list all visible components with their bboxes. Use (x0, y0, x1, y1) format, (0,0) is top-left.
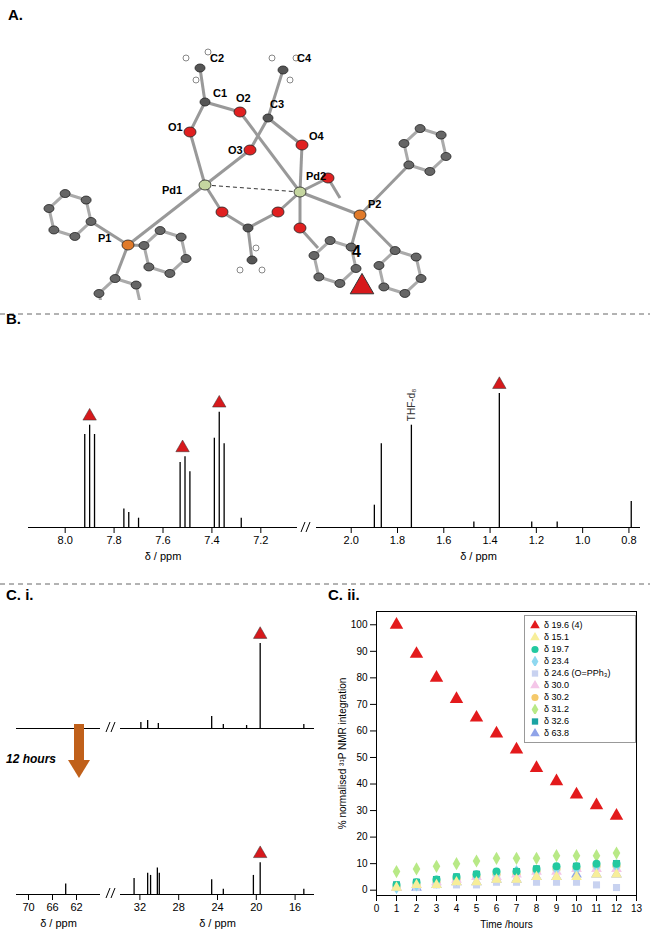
svg-text:7: 7 (514, 903, 520, 914)
svg-text:70: 70 (22, 901, 34, 913)
svg-text:4: 4 (454, 903, 460, 914)
svg-text:P2: P2 (368, 198, 381, 210)
svg-text:20: 20 (250, 901, 262, 913)
svg-text:O4: O4 (309, 130, 325, 142)
svg-text:δ / ppm: δ / ppm (199, 917, 236, 929)
html-text:δ 30.0: δ 30.0 (544, 680, 569, 690)
html-text:δ 15.1: δ 15.1 (544, 632, 569, 642)
html-text:C. ii.: C. ii. (328, 586, 360, 603)
html-text:δ 32.6: δ 32.6 (544, 716, 569, 726)
svg-text:P1: P1 (98, 232, 111, 244)
svg-text:5: 5 (474, 903, 480, 914)
svg-text:7.8: 7.8 (106, 534, 121, 546)
svg-text:Time /hours: Time /hours (480, 919, 532, 930)
svg-text:δ / ppm: δ / ppm (145, 550, 182, 562)
svg-text:50: 50 (356, 752, 368, 763)
svg-text:10: 10 (356, 858, 368, 869)
svg-text:1.4: 1.4 (482, 534, 497, 546)
svg-text:11: 11 (591, 903, 602, 914)
svg-text:100: 100 (351, 619, 368, 630)
svg-text:1.0: 1.0 (575, 534, 590, 546)
svg-text:δ / ppm: δ / ppm (40, 917, 77, 929)
svg-text:62: 62 (70, 901, 82, 913)
svg-text:1: 1 (394, 903, 400, 914)
svg-text:10: 10 (571, 903, 583, 914)
svg-text:13: 13 (631, 903, 643, 914)
svg-text:28: 28 (173, 901, 185, 913)
svg-text:24: 24 (211, 901, 223, 913)
html-text:δ 30.2: δ 30.2 (544, 692, 569, 702)
svg-text:C3: C3 (270, 98, 284, 110)
svg-text:8.0: 8.0 (58, 534, 73, 546)
svg-text:A.: A. (8, 6, 23, 23)
svg-text:1.6: 1.6 (436, 534, 451, 546)
svg-text:32: 32 (134, 901, 146, 913)
svg-text:9: 9 (554, 903, 560, 914)
svg-text:C1: C1 (213, 87, 227, 99)
svg-text:20: 20 (356, 831, 368, 842)
svg-text:1.8: 1.8 (390, 534, 405, 546)
svg-text:C4: C4 (297, 52, 312, 64)
svg-text:1.2: 1.2 (529, 534, 544, 546)
svg-text:0: 0 (374, 903, 380, 914)
svg-text:60: 60 (356, 725, 368, 736)
html-text:δ 63.8: δ 63.8 (544, 728, 569, 738)
svg-text:90: 90 (356, 646, 368, 657)
svg-text:C2: C2 (210, 52, 224, 64)
svg-text:7.4: 7.4 (204, 534, 219, 546)
svg-text:2: 2 (414, 903, 420, 914)
svg-text:δ / ppm: δ / ppm (460, 550, 497, 562)
svg-text:0: 0 (362, 884, 368, 895)
svg-text:7.6: 7.6 (155, 534, 170, 546)
svg-text:0.8: 0.8 (621, 534, 636, 546)
html-text:δ 24.6 (O=PPh₃): δ 24.6 (O=PPh₃) (544, 668, 611, 678)
svg-text:8: 8 (534, 903, 540, 914)
svg-text:O1: O1 (168, 121, 183, 133)
svg-text:O2: O2 (236, 92, 251, 104)
html-text:δ 19.7: δ 19.7 (544, 644, 569, 654)
svg-text:Pd1: Pd1 (162, 184, 182, 196)
svg-text:% normalised ³¹P NMR integrati: % normalised ³¹P NMR integration (337, 678, 348, 830)
html-text:12 hours: 12 hours (6, 752, 56, 766)
svg-text:2.0: 2.0 (344, 534, 359, 546)
svg-text:3: 3 (434, 903, 440, 914)
svg-text:7.2: 7.2 (253, 534, 268, 546)
svg-text:30: 30 (356, 805, 368, 816)
svg-text:40: 40 (356, 778, 368, 789)
html-text:B.: B. (6, 310, 21, 327)
svg-text:O3: O3 (228, 144, 243, 156)
svg-text:6: 6 (494, 903, 500, 914)
html-text:δ 31.2: δ 31.2 (544, 704, 569, 714)
html-text:δ 19.6 (4): δ 19.6 (4) (544, 620, 583, 630)
svg-text:4: 4 (352, 243, 361, 260)
svg-text:12: 12 (611, 903, 623, 914)
svg-text:80: 80 (356, 672, 368, 683)
svg-text:THF-d₈: THF-d₈ (406, 389, 417, 421)
svg-text:70: 70 (356, 699, 368, 710)
svg-text:Pd2: Pd2 (306, 170, 326, 182)
svg-text:66: 66 (46, 901, 58, 913)
html-text:δ 23.4: δ 23.4 (544, 656, 569, 666)
html-text:C. i.: C. i. (6, 586, 34, 603)
svg-text:16: 16 (289, 901, 301, 913)
